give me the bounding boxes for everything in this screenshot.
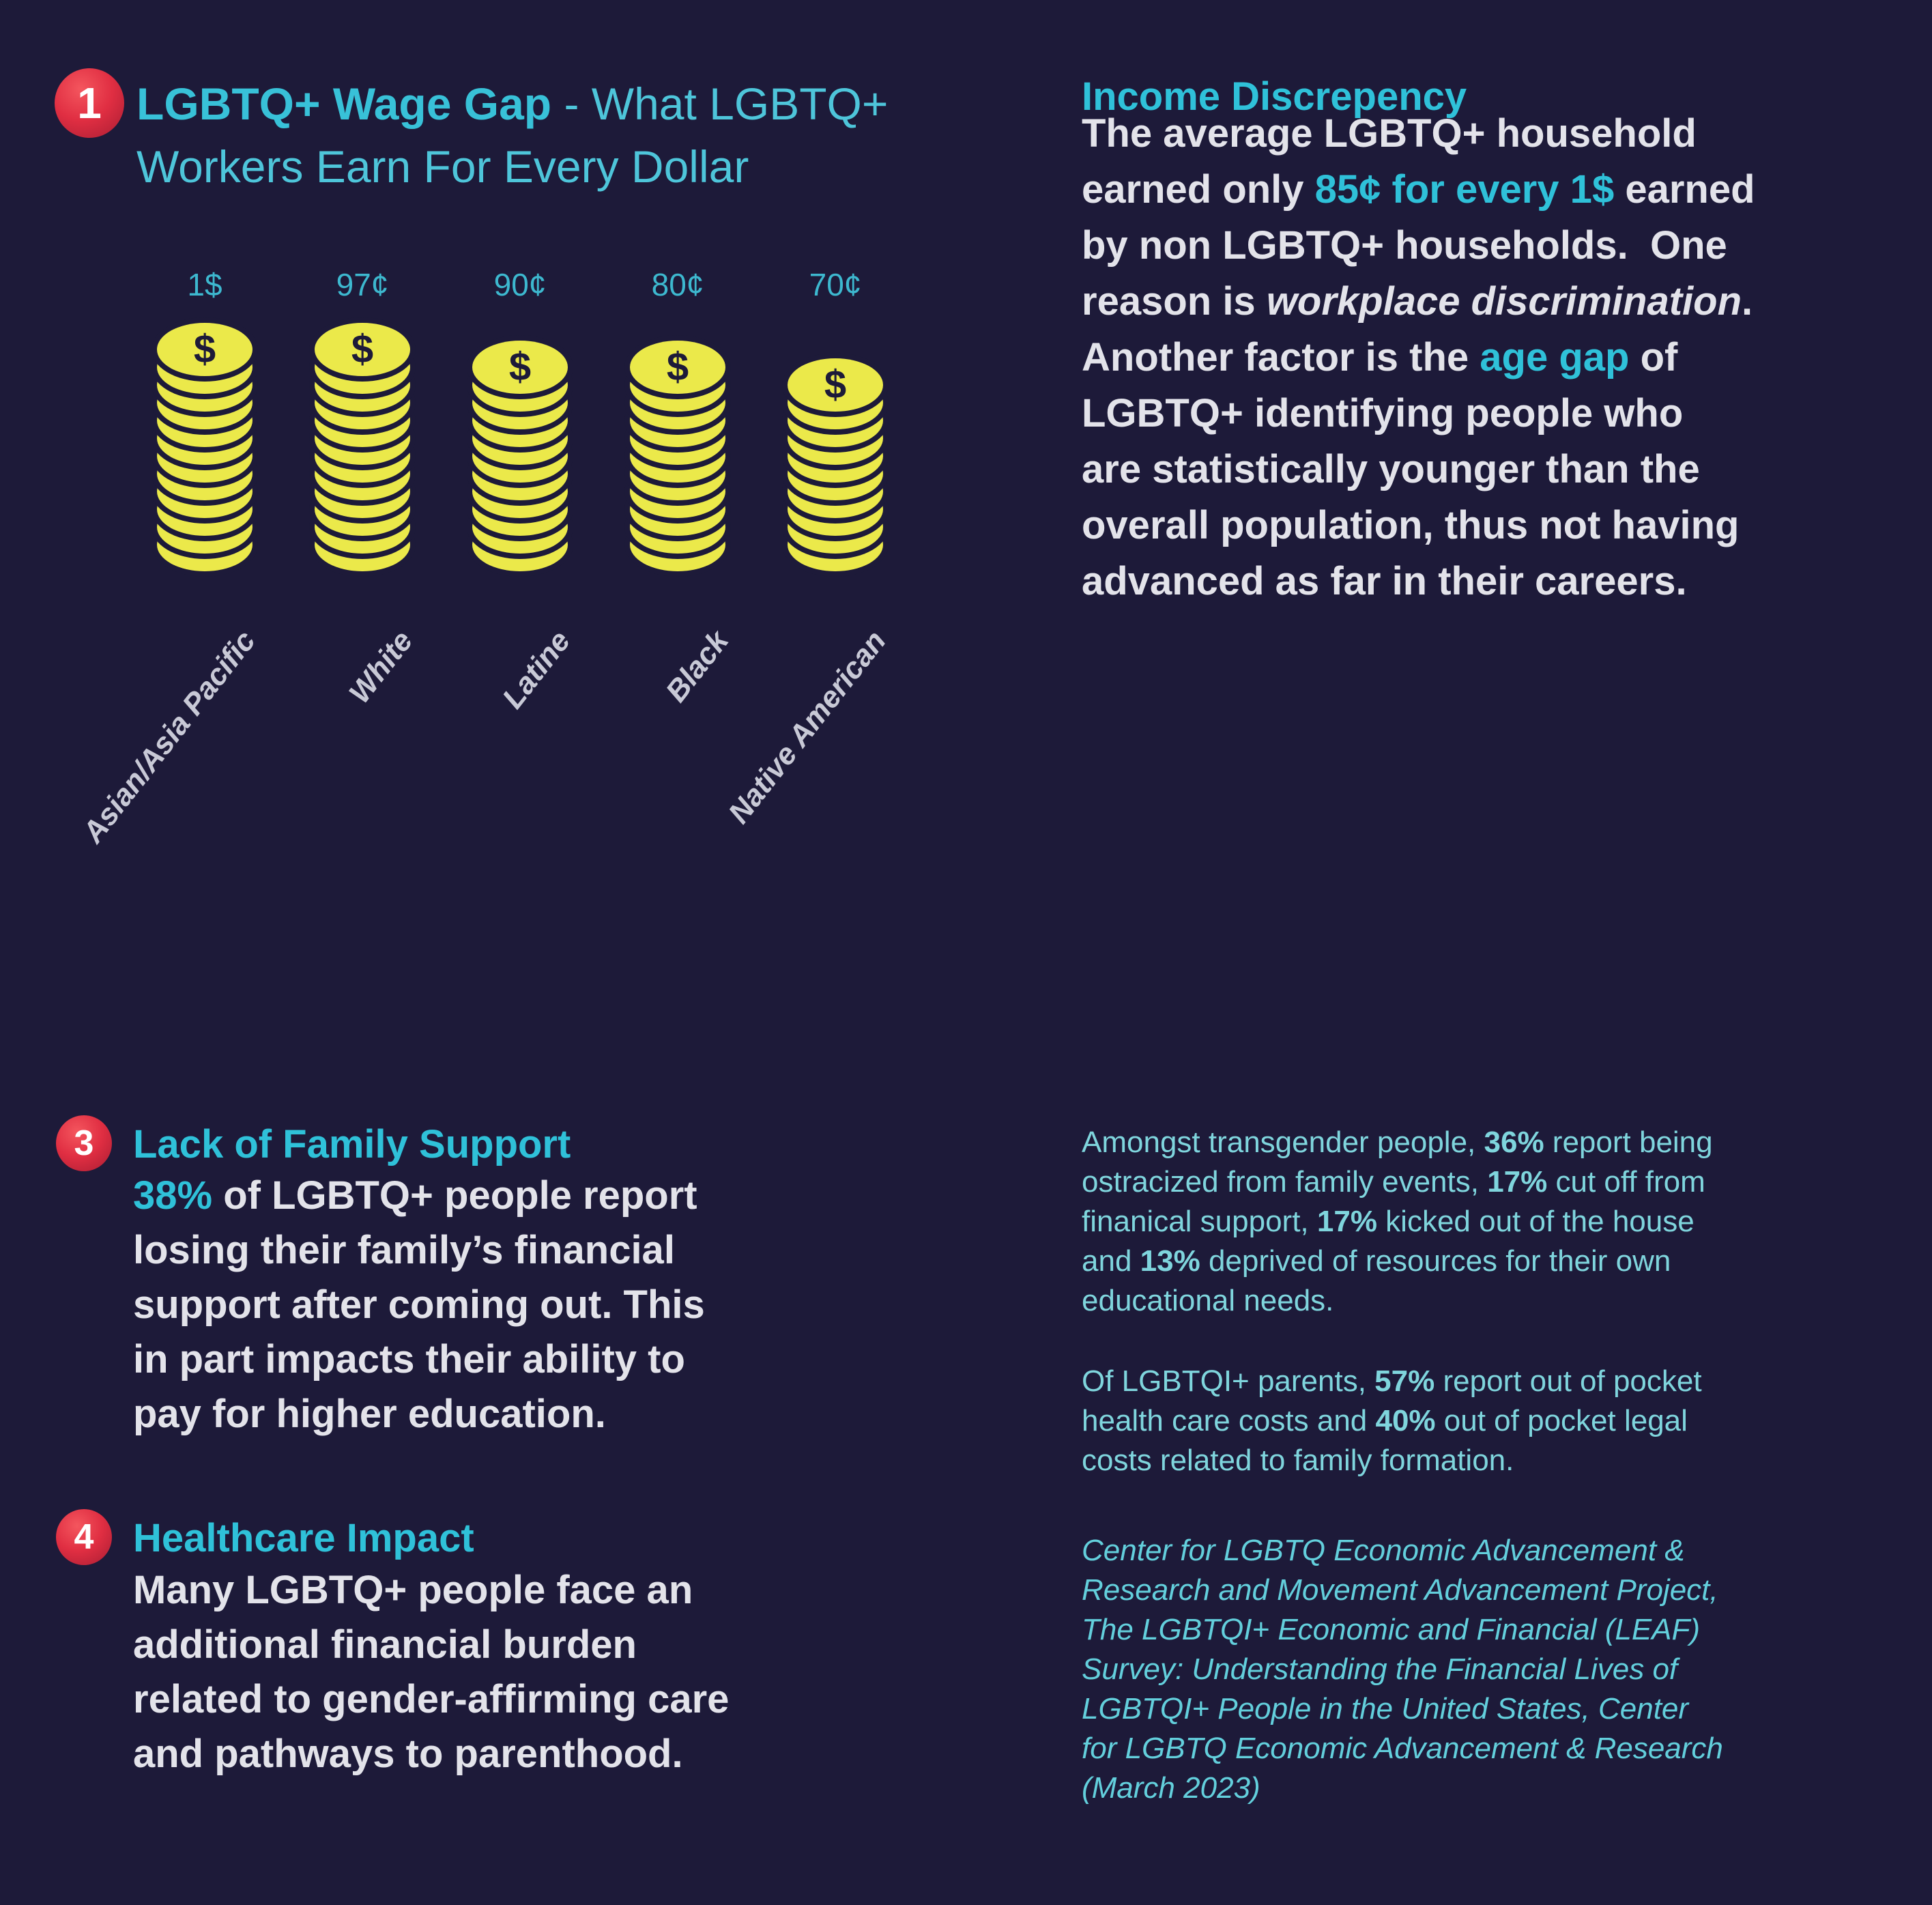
coin: $ [788,358,883,412]
income-heading: Income Discrepency [1082,74,1467,119]
dollar-icon: $ [666,345,689,389]
coin-value-label: 97¢ [336,267,389,302]
coin-stack-5: $ [788,358,883,571]
coin-value-label: 1$ [187,267,222,302]
text-segment: cut off from finanical support, [1082,1165,1705,1238]
text-segment: of LGBTQ+ identifying people who are sta… [1082,335,1740,603]
coin-value-label: 90¢ [493,267,547,302]
text-segment: earned by non LGBTQ+ households. One rea… [1082,167,1755,324]
coin-value-label: 80¢ [651,267,704,302]
text-segment: workplace discrimination [1266,279,1742,324]
coin-stack-4: $ [630,341,725,571]
section-4-heading: Healthcare Impact [133,1516,474,1560]
text-segment: report out of pocket health care costs a… [1082,1364,1702,1437]
coin-stack-1: $ [157,323,253,571]
text-segment: report being ostracized from family even… [1082,1126,1713,1199]
section-4-badge: 4 [56,1509,112,1565]
category-label: Latine [496,625,577,715]
text-segment: 38% [133,1173,213,1218]
text-segment: . Another factor is the [1082,279,1753,379]
section-4-body: Many LGBTQ+ people face an additional fi… [133,1563,1020,1781]
section-3-body: 38% of LGBTQ+ people report losing their… [133,1169,1020,1442]
text-segment: The average LGBTQ+ household earned only [1082,111,1697,212]
text-segment: - What LGBTQ+ Workers Earn For Every Dol… [136,78,889,192]
citation: Center for LGBTQ Economic Advancement & … [1082,1534,1723,1805]
text-segment: 17% [1316,1205,1377,1238]
dollar-icon: $ [508,345,532,389]
text-segment: LGBTQ+ Wage Gap [136,78,552,129]
text-segment: deprived of resources for their own educ… [1082,1244,1671,1317]
text-segment: 57% [1374,1364,1435,1398]
coin: $ [157,323,253,376]
text-segment: age gap [1480,335,1630,379]
text-segment: 36% [1484,1126,1544,1159]
text-segment: 13% [1140,1244,1200,1278]
text-segment: kicked out of the house and [1082,1205,1695,1278]
facts-paragraph-parents: Of LGBTQI+ parents, 57% report out of po… [1082,1362,1932,1480]
category-label: Asian/Asia Pacific [76,625,262,849]
text-segment: 17% [1487,1165,1548,1199]
income-body: The average LGBTQ+ household earned only… [1082,106,1932,610]
dollar-icon: $ [824,362,847,407]
coin: $ [315,323,410,376]
category-label: Native American [721,625,893,830]
text-segment: 85¢ for every 1$ [1314,167,1615,212]
dollar-icon: $ [193,327,216,371]
coin-value-label: 70¢ [809,267,862,302]
text-segment: Many LGBTQ+ people face an additional fi… [133,1568,730,1776]
dollar-icon: $ [351,327,374,371]
coin: $ [472,341,568,394]
coin-stack-3: $ [472,341,568,571]
category-label: White [343,625,420,710]
text-segment: 40% [1375,1404,1436,1437]
coin-stack-2: $ [315,323,410,571]
text-segment: of LGBTQ+ people report losing their fam… [133,1173,705,1436]
section-1-title: LGBTQ+ Wage Gap - What LGBTQ+ Workers Ea… [136,72,888,198]
section-3-heading: Lack of Family Support [133,1122,571,1166]
text-segment: Of LGBTQI+ parents, [1082,1364,1375,1398]
coin: $ [630,341,725,394]
section-3-badge: 3 [56,1115,112,1171]
facts-paragraph-transgender: Amongst transgender people, 36% report b… [1082,1123,1932,1321]
category-label: Black [659,625,735,708]
section-1-badge: 1 [55,68,124,138]
text-segment: Amongst transgender people, [1082,1126,1484,1159]
text-segment: out of pocket legal costs related to fam… [1082,1404,1688,1477]
